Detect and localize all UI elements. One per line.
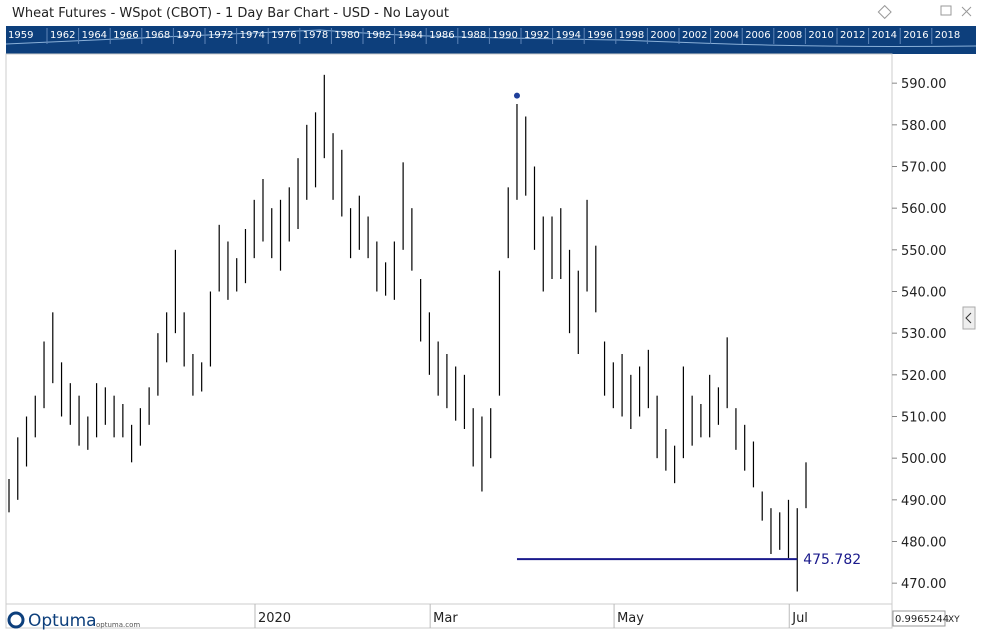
x-axis-strip bbox=[5, 603, 893, 629]
y-tick-label: 540.00 bbox=[901, 286, 947, 301]
y-tick-label: 550.00 bbox=[901, 244, 947, 259]
logo-icon bbox=[7, 611, 25, 629]
overview-year: 1972 bbox=[208, 30, 233, 41]
y-tick-label: 480.00 bbox=[901, 536, 947, 551]
overview-year: 1994 bbox=[556, 30, 581, 41]
overview-year: 1984 bbox=[398, 30, 423, 41]
overview-year: 1998 bbox=[619, 30, 644, 41]
overview-year: 1974 bbox=[240, 30, 265, 41]
overview-year: 1962 bbox=[50, 30, 75, 41]
y-tick-label: 580.00 bbox=[901, 119, 947, 134]
y-tick-label: 500.00 bbox=[901, 452, 947, 467]
y-tick-label: 520.00 bbox=[901, 369, 947, 384]
restore-button[interactable] bbox=[940, 5, 952, 16]
scale-box-text: 0.9965244 bbox=[895, 614, 949, 625]
overview-year: 1982 bbox=[366, 30, 391, 41]
x-tick-label: May bbox=[617, 611, 644, 626]
chart-title: Wheat Futures - WSpot (CBOT) - 1 Day Bar… bbox=[12, 6, 449, 21]
y-tick-label: 560.00 bbox=[901, 202, 947, 217]
overview-year: 2000 bbox=[650, 30, 675, 41]
overview-year: 1988 bbox=[461, 30, 486, 41]
overview-year: 1968 bbox=[145, 30, 170, 41]
scale-mode[interactable]: XY bbox=[948, 615, 960, 625]
overview-year: 2010 bbox=[808, 30, 833, 41]
y-tick-label: 530.00 bbox=[901, 327, 947, 342]
y-tick-label: 470.00 bbox=[901, 577, 947, 592]
diamond-button[interactable] bbox=[877, 4, 892, 20]
side-panel-toggle[interactable] bbox=[962, 306, 976, 330]
logo: Optuma bbox=[28, 611, 97, 631]
x-tick-label: Mar bbox=[433, 611, 458, 626]
overview-year: 2006 bbox=[745, 30, 770, 41]
y-tick-label: 490.00 bbox=[901, 494, 947, 509]
y-tick-label: 590.00 bbox=[901, 77, 947, 92]
overview-year: 1992 bbox=[524, 30, 549, 41]
level-label: 475.782 bbox=[803, 552, 861, 568]
close-button[interactable] bbox=[961, 6, 972, 17]
logo-url: optuma.com bbox=[96, 621, 140, 629]
y-tick-label: 570.00 bbox=[901, 161, 947, 176]
overview-year: 1966 bbox=[113, 30, 138, 41]
overview-year: 1996 bbox=[587, 30, 612, 41]
scale-box[interactable] bbox=[892, 610, 946, 627]
overview-year: 1976 bbox=[271, 30, 296, 41]
overview-year: 1959 bbox=[8, 30, 33, 41]
overview-year: 1986 bbox=[429, 30, 454, 41]
overview-line bbox=[5, 29, 977, 48]
overview-year: 2002 bbox=[682, 30, 707, 41]
overview-year: 1970 bbox=[176, 30, 201, 41]
overview-year: 1990 bbox=[492, 30, 517, 41]
overview-year: 2016 bbox=[903, 30, 928, 41]
overview-year: 2014 bbox=[872, 30, 897, 41]
plot-area bbox=[5, 53, 893, 605]
x-tick-label: 2020 bbox=[258, 611, 291, 626]
overview-strip[interactable] bbox=[6, 26, 976, 54]
overview-year: 2004 bbox=[714, 30, 739, 41]
overview-year: 1980 bbox=[334, 30, 359, 41]
y-tick-label: 510.00 bbox=[901, 411, 947, 426]
overview-year: 2018 bbox=[935, 30, 960, 41]
side-panel-arrow bbox=[965, 312, 972, 324]
overview-year: 2012 bbox=[840, 30, 865, 41]
overview-year: 2008 bbox=[777, 30, 802, 41]
overview-year: 1978 bbox=[303, 30, 328, 41]
x-tick-label: Jul bbox=[791, 611, 808, 626]
window-buttons[interactable] bbox=[877, 4, 972, 20]
overview-year: 1964 bbox=[82, 30, 107, 41]
high-marker bbox=[513, 92, 520, 99]
